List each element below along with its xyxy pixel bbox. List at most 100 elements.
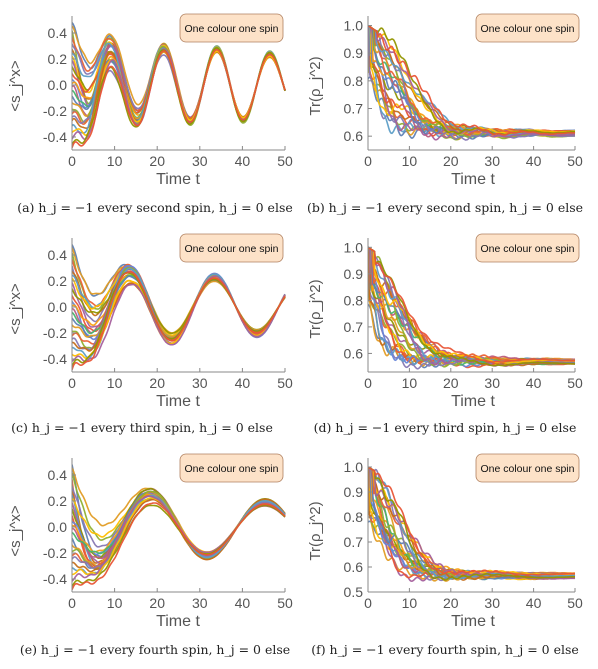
legend-label: One colour one spin [185, 463, 279, 475]
panel-caption: (e) h_j = −1 every fourth spin, h_j = 0 … [20, 642, 290, 657]
x-tick-label: 40 [526, 595, 542, 611]
y-tick-label: 0.0 [48, 519, 68, 535]
x-tick-label: 0 [68, 375, 76, 391]
legend-label: One colour one spin [185, 23, 279, 35]
y-tick-label: 0.5 [344, 584, 364, 600]
series-line [368, 466, 575, 577]
y-tick-label: 0.2 [48, 493, 68, 509]
x-tick-label: 0 [68, 595, 76, 611]
y-tick-label: 1.0 [344, 18, 364, 34]
legend: One colour one spin [475, 13, 580, 43]
legend: One colour one spin [179, 233, 284, 263]
y-axis-label: <s_j^x> [7, 505, 24, 556]
y-tick-label: -0.2 [43, 545, 67, 561]
x-tick-label: 10 [107, 595, 123, 611]
legend-box [179, 453, 284, 483]
x-tick-label: 10 [107, 153, 123, 169]
y-tick-label: 0.9 [344, 484, 364, 500]
panel-d: 0 10 20 30 40 50 0.6 0.7 0.8 0.9 1.0 Time t Tr(ρ_j^2… [307, 233, 583, 435]
series-line [368, 24, 575, 136]
series-line [72, 485, 286, 556]
series-line [72, 502, 286, 591]
series-line [368, 246, 575, 363]
legend-label: One colour one spin [481, 463, 575, 475]
series-group [72, 22, 286, 148]
legend: One colour one spin [179, 453, 284, 483]
x-tick-label: 0 [364, 153, 372, 169]
legend-box [475, 453, 580, 483]
series-group [368, 24, 576, 141]
y-tick-label: 0.0 [48, 77, 68, 93]
panel-caption: (b) h_j = −1 every second spin, h_j = 0 … [307, 200, 583, 215]
legend: One colour one spin [475, 233, 580, 263]
x-tick-label: 30 [484, 153, 500, 169]
y-tick-label: 0.8 [344, 292, 364, 308]
x-tick-label: 20 [443, 153, 459, 169]
y-tick-label: 0.8 [344, 509, 364, 525]
panel-caption: (d) h_j = −1 every third spin, h_j = 0 e… [314, 420, 577, 435]
x-tick-label: 30 [484, 595, 500, 611]
series-group [368, 466, 576, 583]
x-tick-label: 20 [149, 375, 165, 391]
x-tick-label: 50 [567, 375, 583, 391]
series-line [368, 246, 575, 366]
y-tick-label: 0.2 [48, 51, 68, 67]
series-line [368, 466, 575, 577]
panel-caption: (a) h_j = −1 every second spin, h_j = 0 … [17, 200, 293, 215]
series-line [368, 246, 575, 367]
legend-label: One colour one spin [481, 23, 575, 35]
y-tick-label: 0.7 [344, 101, 364, 117]
x-tick-label: 0 [364, 375, 372, 391]
panel-f: 0 10 20 30 40 50 0.5 0.6 0.7 0.8 0.9 1.0 Time t Tr(ρ_… [307, 453, 583, 657]
y-tick-label: 0.6 [344, 559, 364, 575]
panel-a: 0 10 20 30 40 50 -0.4 -0.2 0.0 0.2 0.4 Time t <s_j^x… [7, 13, 293, 215]
panel-e: 0 10 20 30 40 50 -0.4 -0.2 0.0 0.2 0.4 Time t <s_j^x… [7, 453, 293, 657]
y-tick-label: -0.2 [43, 103, 67, 119]
y-axis-label: Tr(ρ_j^2) [307, 279, 324, 338]
series-group [72, 244, 286, 370]
legend-box [179, 233, 284, 263]
y-tick-label: 0.0 [48, 299, 68, 315]
x-tick-label: 40 [235, 153, 251, 169]
y-tick-label: 1.0 [344, 239, 364, 255]
x-tick-label: 20 [443, 375, 459, 391]
legend-box [475, 233, 580, 263]
panel-b: 0 10 20 30 40 50 0.6 0.7 0.8 0.9 1.0 Time t Tr(ρ_j^2… [307, 13, 583, 215]
x-tick-label: 50 [277, 375, 293, 391]
panel-c: 0 10 20 30 40 50 -0.4 -0.2 0.0 0.2 0.4 Time t <s_j^x… [7, 233, 293, 435]
x-tick-label: 40 [235, 375, 251, 391]
x-axis-label: Time t [451, 613, 495, 630]
series-line [72, 472, 286, 555]
x-tick-label: 30 [192, 375, 208, 391]
series-line [72, 271, 286, 367]
series-line [72, 48, 286, 148]
series-line [72, 275, 286, 363]
y-tick-label: 1.0 [344, 459, 364, 475]
x-tick-label: 30 [192, 153, 208, 169]
x-tick-label: 30 [484, 375, 500, 391]
panel-caption: (f) h_j = −1 every fourth spin, h_j = 0 … [311, 642, 579, 657]
legend: One colour one spin [179, 13, 284, 43]
x-tick-label: 50 [277, 595, 293, 611]
series-line [72, 271, 286, 370]
x-tick-label: 20 [149, 153, 165, 169]
y-axis-label: <s_j^x> [7, 283, 24, 334]
legend-label: One colour one spin [185, 243, 279, 255]
y-tick-label: 0.6 [344, 128, 364, 144]
series-line [368, 466, 575, 578]
y-tick-label: 0.2 [48, 273, 68, 289]
y-axis-label: Tr(ρ_j^2) [307, 501, 324, 560]
y-tick-label: 0.4 [48, 25, 68, 41]
x-axis-label: Time t [156, 393, 200, 410]
y-tick-label: 0.9 [344, 266, 364, 282]
x-tick-label: 50 [277, 153, 293, 169]
y-tick-label: 0.9 [344, 45, 364, 61]
legend-box [475, 13, 580, 43]
x-tick-label: 30 [192, 595, 208, 611]
y-tick-label: -0.4 [43, 129, 67, 145]
series-group [368, 246, 576, 370]
x-tick-label: 10 [402, 153, 418, 169]
legend-label: One colour one spin [481, 243, 575, 255]
x-axis-label: Time t [156, 613, 200, 630]
